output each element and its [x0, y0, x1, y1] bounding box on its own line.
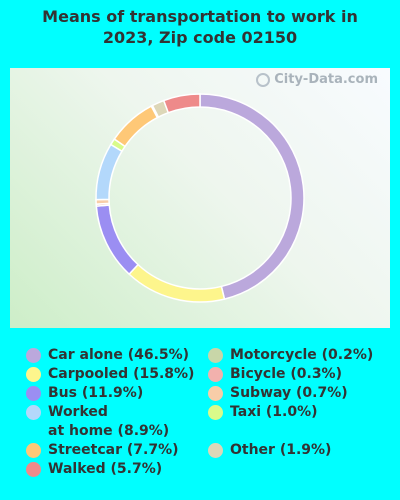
legend-right-column: Motorcycle (0.2%) Bicycle (0.3%) Subway (0…: [208, 346, 373, 460]
chart-panel: [10, 68, 390, 328]
chart-title: Means of transportation to work in 2023,…: [0, 6, 400, 48]
legend-label: at home (8.9%): [48, 423, 170, 439]
donut-slices: [95, 93, 305, 303]
legend-left-item-1: Carpooled (15.8%): [26, 365, 194, 384]
donut-slice-10: [162, 93, 201, 114]
legend-swatch: [26, 386, 41, 401]
legend-right-item-1: Bicycle (0.3%): [208, 365, 373, 384]
legend-label: Bus (11.9%): [48, 385, 144, 401]
chart-title-line-1: Means of transportation to work in: [42, 7, 358, 26]
watermark-text: City-Data.com: [274, 72, 378, 87]
legend-label: Taxi (1.0%): [230, 404, 318, 420]
chart-title-line-2: 2023, Zip code 02150: [102, 28, 298, 47]
donut-slice-1: [128, 263, 226, 303]
legend-swatch: [208, 348, 223, 363]
donut-slice-0: [199, 93, 305, 300]
legend-label: Car alone (46.5%): [48, 347, 190, 363]
legend-left-item-5: Walked (5.7%): [26, 460, 194, 479]
legend-label: Subway (0.7%): [230, 385, 348, 401]
legend-right-item-4: [208, 422, 373, 441]
legend-label: Motorcycle (0.2%): [230, 347, 374, 363]
legend-swatch: [26, 367, 41, 382]
donut-slice-2: [95, 204, 140, 276]
legend-right-item-3: Taxi (1.0%): [208, 403, 373, 422]
legend-label: Other (1.9%): [230, 442, 332, 458]
legend-label: Bicycle (0.3%): [230, 366, 342, 382]
watermark: City-Data.com: [256, 72, 378, 87]
legend-right-item-2: Subway (0.7%): [208, 384, 373, 403]
legend-swatch: [208, 405, 223, 420]
legend-right-item-0: Motorcycle (0.2%): [208, 346, 373, 365]
legend-swatch: [26, 405, 41, 420]
legend-right-item-5: Other (1.9%): [208, 441, 373, 460]
legend-swatch: [26, 462, 41, 477]
legend-left-column: Car alone (46.5%) Carpooled (15.8%) Bus (1…: [26, 346, 194, 479]
legend-left-item-2: Bus (11.9%): [26, 384, 194, 403]
legend-left-item-4: Streetcar (7.7%): [26, 441, 194, 460]
legend-swatch: [208, 386, 223, 401]
legend-swatch: [208, 367, 223, 382]
legend-left-item-3: Worked: [26, 403, 194, 422]
legend-label: Walked (5.7%): [48, 461, 163, 477]
legend-label: Streetcar (7.7%): [48, 442, 179, 458]
donut-slice-7: [113, 105, 159, 148]
legend-swatch: [26, 443, 41, 458]
donut-slice-5: [95, 143, 123, 201]
legend-swatch: [26, 348, 41, 363]
legend-label: Worked: [48, 404, 108, 420]
legend-label: Carpooled (15.8%): [48, 366, 195, 382]
legend-left-item-0: Car alone (46.5%): [26, 346, 194, 365]
legend-left-item-3-cont: at home (8.9%): [26, 422, 194, 441]
legend-swatch: [208, 443, 223, 458]
magnifier-icon: [256, 72, 271, 87]
